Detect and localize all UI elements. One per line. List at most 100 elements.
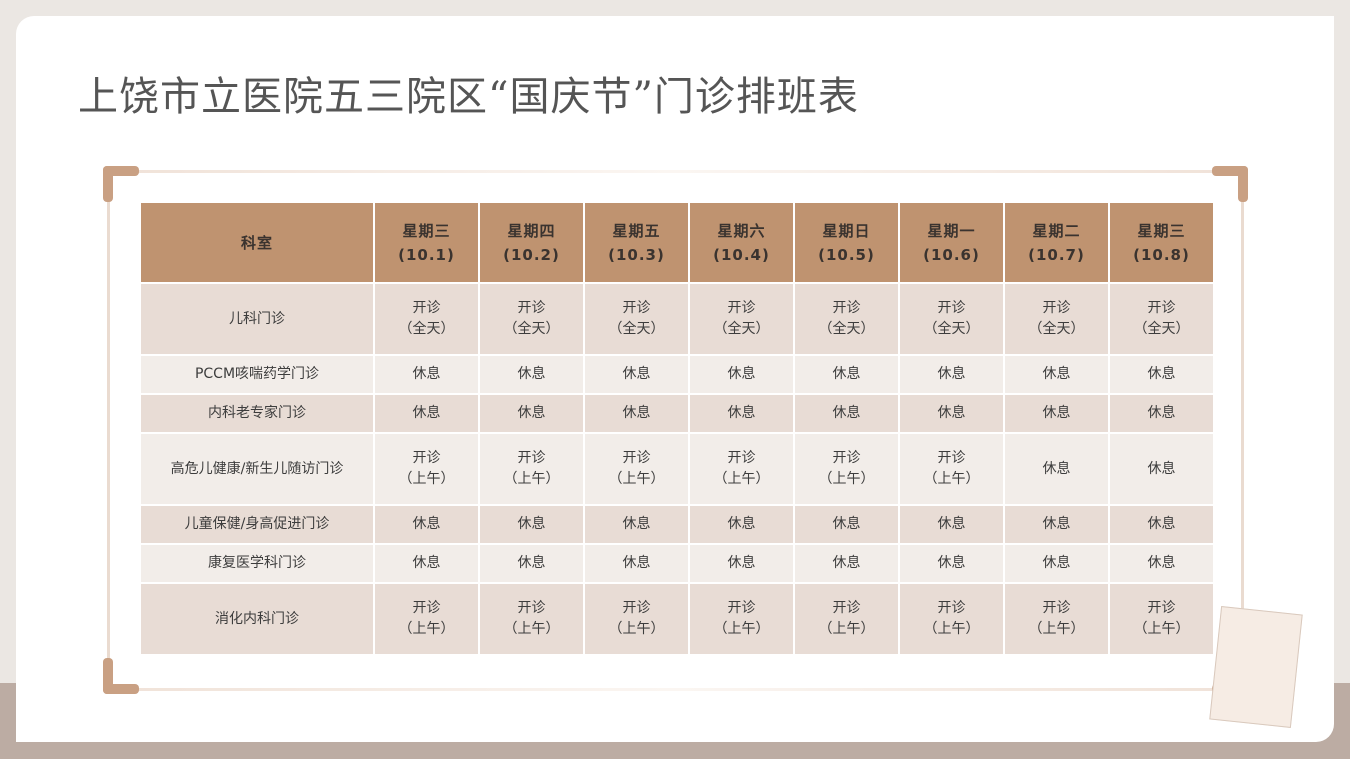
- schedule-cell: 休息: [1005, 434, 1108, 504]
- weekday: 星期一: [927, 221, 976, 240]
- schedule-cell: 休息: [1110, 434, 1213, 504]
- day-header: 星期四 (10.2): [480, 203, 583, 282]
- schedule-cell: 休息: [480, 356, 583, 393]
- date: (10.7): [1028, 245, 1085, 264]
- day-header: 星期五 (10.3): [585, 203, 688, 282]
- schedule-cell: 休息: [900, 545, 1003, 582]
- schedule-cell: 休息: [690, 395, 793, 432]
- dept-cell: 儿科门诊: [141, 284, 373, 354]
- schedule-cell: 开诊 （全天）: [690, 284, 793, 354]
- date: (10.1): [398, 245, 455, 264]
- schedule-cell: 开诊 （上午）: [585, 584, 688, 654]
- schedule-cell: 休息: [1110, 545, 1213, 582]
- schedule-cell: 休息: [1005, 545, 1108, 582]
- schedule-cell: 休息: [375, 506, 478, 543]
- notebook-decoration: [1209, 606, 1303, 728]
- date: (10.4): [713, 245, 770, 264]
- schedule-cell: 开诊 （全天）: [480, 284, 583, 354]
- dept-cell: 康复医学科门诊: [141, 545, 373, 582]
- schedule-cell: 休息: [1110, 356, 1213, 393]
- schedule-cell: 开诊 （上午）: [585, 434, 688, 504]
- schedule-cell: 休息: [375, 395, 478, 432]
- schedule-cell: 开诊 （全天）: [795, 284, 898, 354]
- frame-bottom-line: [110, 688, 1240, 691]
- schedule-cell: 休息: [375, 545, 478, 582]
- schedule-cell: 开诊 （上午）: [900, 584, 1003, 654]
- day-header: 星期日 (10.5): [795, 203, 898, 282]
- page-title: 上饶市立医院五三院区“国庆节”门诊排班表: [78, 74, 859, 120]
- dept-cell: 高危儿健康/新生儿随访门诊: [141, 434, 373, 504]
- schedule-cell: 休息: [585, 395, 688, 432]
- date: (10.3): [608, 245, 665, 264]
- weekday: 星期二: [1032, 221, 1081, 240]
- schedule-cell: 开诊 （上午）: [690, 584, 793, 654]
- schedule-cell: 开诊 （上午）: [1005, 584, 1108, 654]
- frame-top-line: [110, 170, 1240, 173]
- schedule-cell: 休息: [1005, 395, 1108, 432]
- schedule-cell: 休息: [795, 545, 898, 582]
- schedule-cell: 休息: [690, 545, 793, 582]
- day-header: 星期一 (10.6): [900, 203, 1003, 282]
- schedule-cell: 休息: [900, 356, 1003, 393]
- weekday: 星期三: [402, 221, 451, 240]
- schedule-cell: 休息: [1005, 506, 1108, 543]
- schedule-cell: 休息: [690, 506, 793, 543]
- table-row: 内科老专家门诊 休息 休息 休息 休息 休息 休息 休息 休息: [141, 395, 1213, 432]
- table-row: 高危儿健康/新生儿随访门诊 开诊 （上午） 开诊 （上午） 开诊 （上午） 开诊 （上午…: [141, 434, 1213, 504]
- schedule-cell: 休息: [1110, 395, 1213, 432]
- schedule-cell: 休息: [795, 356, 898, 393]
- date: (10.6): [923, 245, 980, 264]
- date: (10.2): [503, 245, 560, 264]
- date: (10.5): [818, 245, 875, 264]
- schedule-cell: 开诊 （上午）: [1110, 584, 1213, 654]
- schedule-cell: 开诊 （上午）: [795, 584, 898, 654]
- schedule-cell: 休息: [585, 506, 688, 543]
- schedule-cell: 休息: [375, 356, 478, 393]
- schedule-cell: 休息: [900, 395, 1003, 432]
- schedule-cell: 休息: [1005, 356, 1108, 393]
- frame-corner-bottom-left: [103, 658, 139, 694]
- schedule-cell: 休息: [795, 395, 898, 432]
- schedule-cell: 开诊 （上午）: [375, 434, 478, 504]
- schedule-cell: 休息: [690, 356, 793, 393]
- day-header: 星期六 (10.4): [690, 203, 793, 282]
- weekday: 星期三: [1137, 221, 1186, 240]
- schedule-cell: 休息: [900, 506, 1003, 543]
- table-header-row: 科室 星期三 (10.1) 星期四 (10.2) 星期五 (10.3) 星期六 (10.4) 星…: [141, 203, 1213, 282]
- frame-corner-top-right: [1212, 166, 1248, 202]
- dept-header: 科室: [141, 203, 373, 282]
- weekday: 星期五: [612, 221, 661, 240]
- schedule-cell: 开诊 （全天）: [1005, 284, 1108, 354]
- weekday: 星期日: [822, 221, 871, 240]
- schedule-cell: 开诊 （上午）: [690, 434, 793, 504]
- day-header: 星期二 (10.7): [1005, 203, 1108, 282]
- dept-cell: 内科老专家门诊: [141, 395, 373, 432]
- weekday: 星期四: [507, 221, 556, 240]
- table-row: PCCM咳喘药学门诊 休息 休息 休息 休息 休息 休息 休息 休息: [141, 356, 1213, 393]
- dept-cell: PCCM咳喘药学门诊: [141, 356, 373, 393]
- schedule-cell: 休息: [585, 356, 688, 393]
- schedule-cell: 开诊 （上午）: [480, 434, 583, 504]
- frame-left-line: [107, 175, 110, 685]
- weekday: 星期六: [717, 221, 766, 240]
- frame-corner-top-left: [103, 166, 139, 202]
- schedule-table: 科室 星期三 (10.1) 星期四 (10.2) 星期五 (10.3) 星期六 (10.4) 星…: [139, 201, 1215, 656]
- schedule-cell: 休息: [480, 506, 583, 543]
- schedule-cell: 休息: [1110, 506, 1213, 543]
- day-header: 星期三 (10.8): [1110, 203, 1213, 282]
- schedule-cell: 开诊 （全天）: [900, 284, 1003, 354]
- schedule-cell: 开诊 （上午）: [375, 584, 478, 654]
- schedule-cell: 休息: [480, 395, 583, 432]
- schedule-cell: 开诊 （全天）: [375, 284, 478, 354]
- table-row: 康复医学科门诊 休息 休息 休息 休息 休息 休息 休息 休息: [141, 545, 1213, 582]
- schedule-cell: 开诊 （上午）: [795, 434, 898, 504]
- date: (10.8): [1133, 245, 1190, 264]
- schedule-cell: 休息: [480, 545, 583, 582]
- schedule-cell: 开诊 （上午）: [900, 434, 1003, 504]
- schedule-cell: 休息: [795, 506, 898, 543]
- schedule-cell: 开诊 （上午）: [480, 584, 583, 654]
- frame-right-line: [1241, 175, 1244, 685]
- dept-cell: 儿童保健/身高促进门诊: [141, 506, 373, 543]
- table-row: 消化内科门诊 开诊 （上午） 开诊 （上午） 开诊 （上午） 开诊 （上午） 开诊 （上午…: [141, 584, 1213, 654]
- table-row: 儿科门诊 开诊 （全天） 开诊 （全天） 开诊 （全天） 开诊 （全天） 开诊 （全天）开…: [141, 284, 1213, 354]
